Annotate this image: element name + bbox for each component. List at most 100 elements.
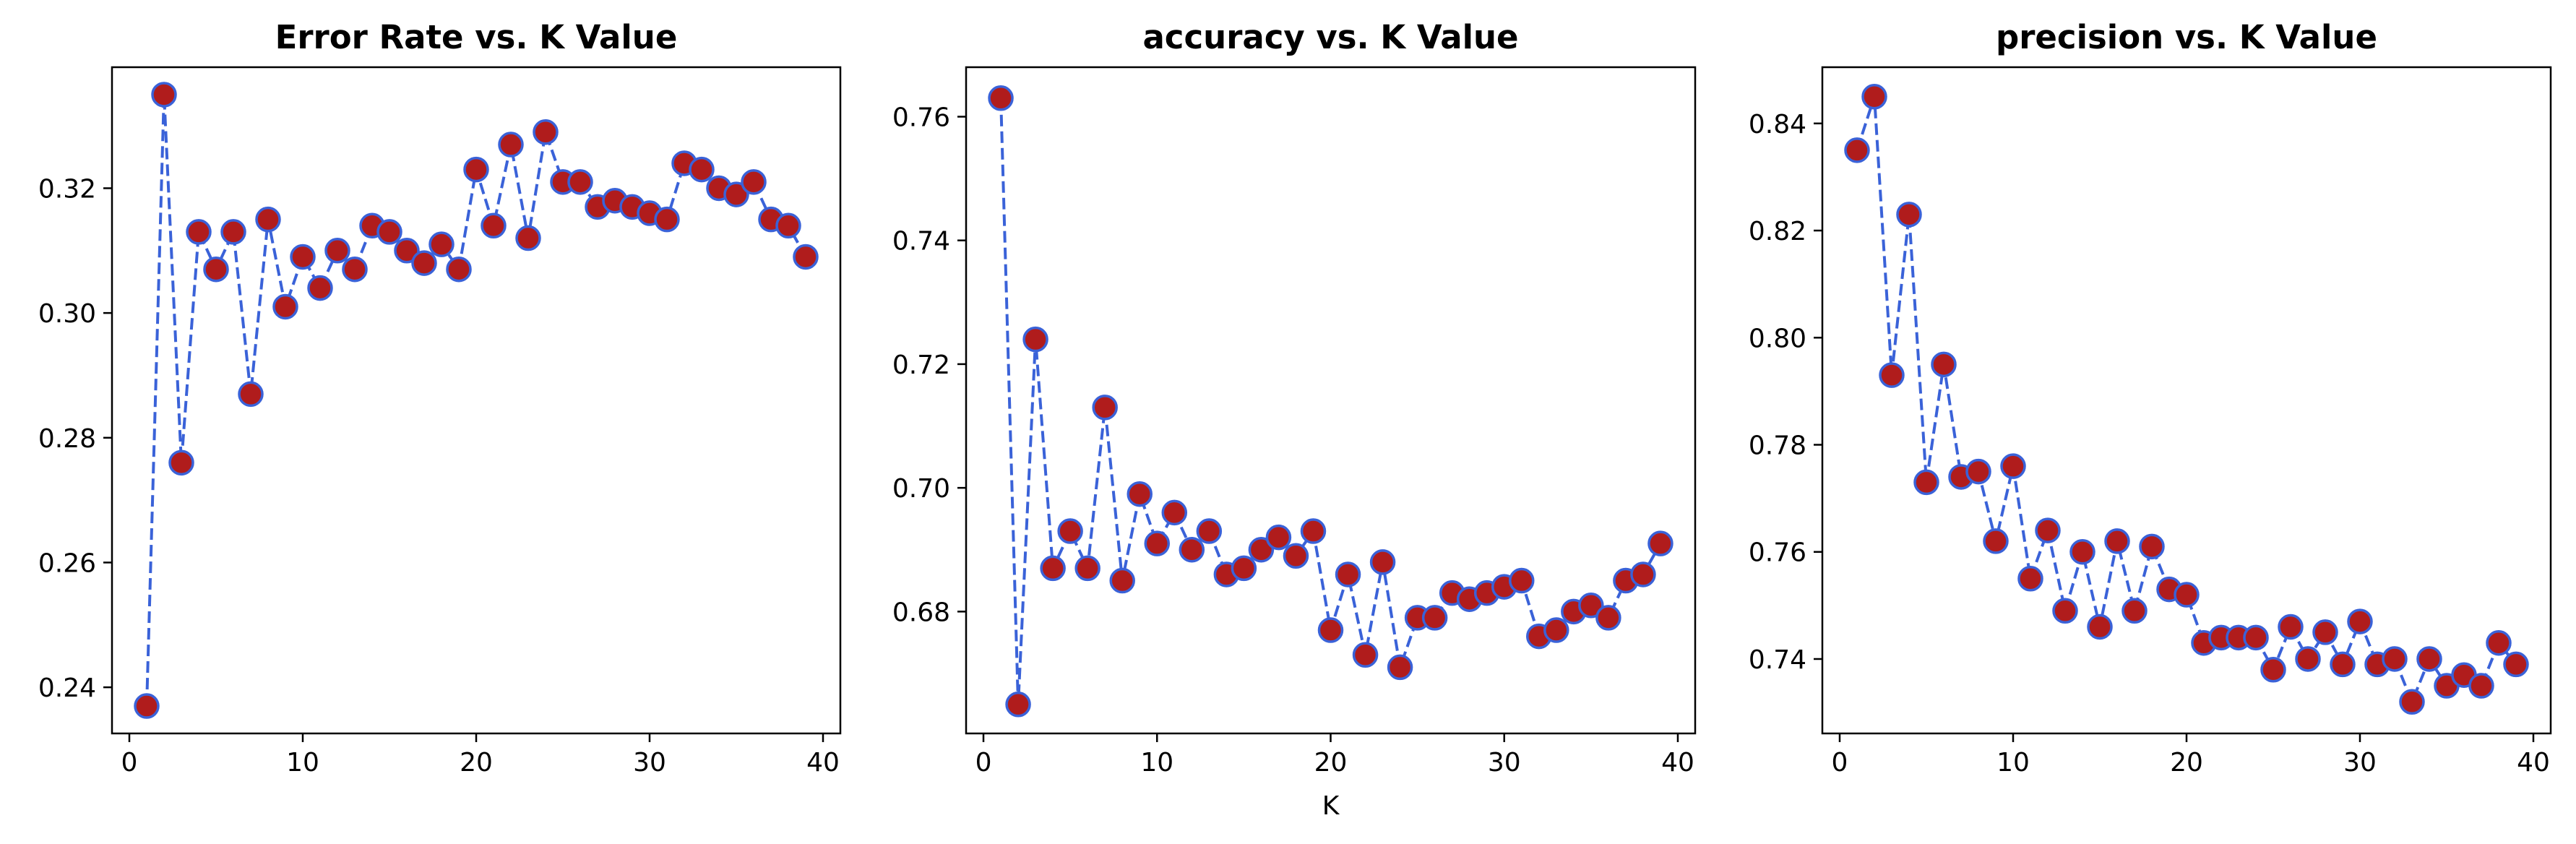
- data-point: [1983, 528, 2009, 554]
- data-point: [2052, 598, 2078, 624]
- data-point: [567, 169, 593, 195]
- x-tick-label: 0: [121, 748, 138, 778]
- data-point: [2174, 582, 2200, 608]
- data-point: [151, 82, 177, 108]
- data-point: [1879, 362, 1905, 388]
- data-point: [1109, 567, 1135, 594]
- data-point: [168, 449, 194, 476]
- data-point: [2087, 613, 2113, 640]
- data-point: [134, 693, 160, 719]
- data-point: [2017, 566, 2043, 592]
- data-point: [533, 119, 559, 145]
- data-point: [1387, 654, 1413, 681]
- data-point: [2243, 624, 2269, 651]
- data-point: [1578, 593, 1604, 619]
- data-point: [793, 244, 819, 270]
- x-tick-label: 20: [460, 748, 493, 778]
- data-point: [1265, 524, 1292, 551]
- data-point: [1283, 543, 1309, 569]
- x-axis-label: K: [1322, 791, 1340, 821]
- data-point: [1127, 481, 1153, 507]
- y-tick-label: 0.70: [892, 474, 950, 504]
- x-tick-label: 30: [2343, 748, 2377, 778]
- data-point: [498, 132, 524, 158]
- data-point: [1231, 555, 1257, 582]
- chart-panel-accuracy: accuracy vs. K Value K 0 10 20 30 40 0.68 0.70…: [892, 18, 1697, 821]
- data-point: [203, 256, 229, 283]
- data-point: [2035, 517, 2061, 543]
- data-point: [2069, 538, 2095, 565]
- data-point: [1543, 617, 1569, 643]
- data-point: [1421, 605, 1448, 631]
- data-point: [446, 256, 472, 283]
- y-tick-label: 0.80: [1749, 324, 1806, 353]
- data-point: [654, 206, 680, 233]
- y-tick-label: 0.84: [1749, 110, 1806, 139]
- data-point: [1896, 202, 1922, 228]
- y-tick-label: 0.72: [892, 350, 950, 380]
- x-tick-label: 20: [2170, 748, 2203, 778]
- x-tick-label: 40: [806, 748, 840, 778]
- x-tick-label: 10: [1996, 748, 2030, 778]
- series-line: [1856, 96, 2517, 706]
- y-tick-label: 0.30: [38, 299, 96, 329]
- data-point: [723, 181, 749, 207]
- y-tick-label: 0.68: [892, 598, 950, 627]
- data-point: [1040, 555, 1066, 582]
- chart-panel-error-rate: Error Rate vs. K Value 0 10 20 30 40 0.24 0.26…: [38, 18, 842, 778]
- data-point: [2295, 646, 2321, 672]
- data-point: [1647, 530, 1673, 556]
- data-point: [1595, 605, 1621, 631]
- chart-title: precision vs. K Value: [1996, 18, 2377, 56]
- data-point: [2278, 613, 2304, 640]
- data-point: [2416, 646, 2442, 672]
- data-point: [394, 238, 420, 264]
- x-tick-label: 10: [286, 748, 319, 778]
- data-point: [255, 206, 281, 233]
- data-point: [2486, 629, 2512, 656]
- y-tick-label: 0.78: [1749, 431, 1806, 461]
- data-point: [411, 250, 437, 276]
- data-point: [1057, 518, 1083, 544]
- data-point: [1196, 518, 1223, 544]
- data-point: [1179, 536, 1205, 563]
- data-point: [2382, 646, 2408, 672]
- data-point: [2347, 608, 2373, 634]
- x-tick-label: 40: [1661, 748, 1694, 778]
- data-point: [290, 244, 316, 270]
- data-point: [238, 381, 264, 408]
- x-tick-label: 30: [633, 748, 666, 778]
- x-tick-label: 40: [2517, 748, 2550, 778]
- y-tick-label: 0.76: [892, 103, 950, 132]
- data-point: [1300, 518, 1327, 544]
- data-point: [515, 225, 541, 251]
- data-point: [1248, 536, 1275, 563]
- data-point: [220, 219, 246, 245]
- data-point: [1630, 561, 1656, 587]
- data-point: [376, 219, 402, 245]
- data-point: [1913, 469, 1939, 496]
- data-point: [1074, 555, 1100, 582]
- y-tick-label: 0.82: [1749, 217, 1806, 246]
- data-point: [1144, 530, 1171, 556]
- chart-title: Error Rate vs. K Value: [275, 18, 678, 56]
- data-point: [741, 169, 767, 195]
- data-point: [342, 256, 368, 283]
- data-point: [463, 156, 489, 183]
- data-point: [1844, 137, 1870, 163]
- chart-panel-precision: precision vs. K Value 0 10 20 30 40 0.74 0.76 0…: [1749, 18, 2552, 778]
- data-point: [428, 231, 455, 257]
- x-tick-label: 20: [1314, 748, 1348, 778]
- x-tick-label: 30: [1488, 748, 1521, 778]
- data-point: [2503, 651, 2529, 678]
- chart-title: accuracy vs. K Value: [1142, 18, 1518, 56]
- y-tick-label: 0.26: [38, 548, 96, 578]
- data-point: [1335, 561, 1361, 587]
- y-tick-label: 0.32: [38, 174, 96, 204]
- data-point: [186, 219, 212, 245]
- data-point: [1965, 458, 1991, 485]
- data-point: [2139, 533, 2165, 560]
- y-tick-label: 0.24: [38, 673, 96, 703]
- x-tick-label: 10: [1140, 748, 1173, 778]
- plot-frame: [1821, 66, 2552, 735]
